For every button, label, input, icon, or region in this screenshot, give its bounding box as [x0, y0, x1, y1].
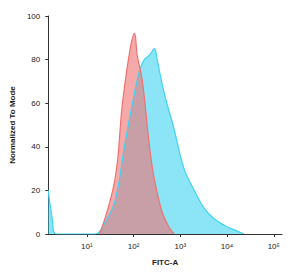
- svg-text:10²: 10²: [128, 242, 140, 251]
- svg-text:Normalized To Mode: Normalized To Mode: [8, 86, 17, 164]
- svg-text:10⁵: 10⁵: [268, 242, 280, 251]
- svg-text:100: 100: [27, 12, 41, 21]
- svg-text:80: 80: [31, 55, 40, 64]
- svg-text:FITC-A: FITC-A: [152, 258, 178, 267]
- svg-text:20: 20: [31, 186, 40, 195]
- svg-text:40: 40: [31, 142, 40, 151]
- svg-text:0: 0: [36, 230, 41, 239]
- svg-text:60: 60: [31, 99, 40, 108]
- svg-text:10³: 10³: [174, 242, 186, 251]
- svg-text:10⁴: 10⁴: [221, 242, 234, 251]
- svg-text:10¹: 10¹: [81, 242, 93, 251]
